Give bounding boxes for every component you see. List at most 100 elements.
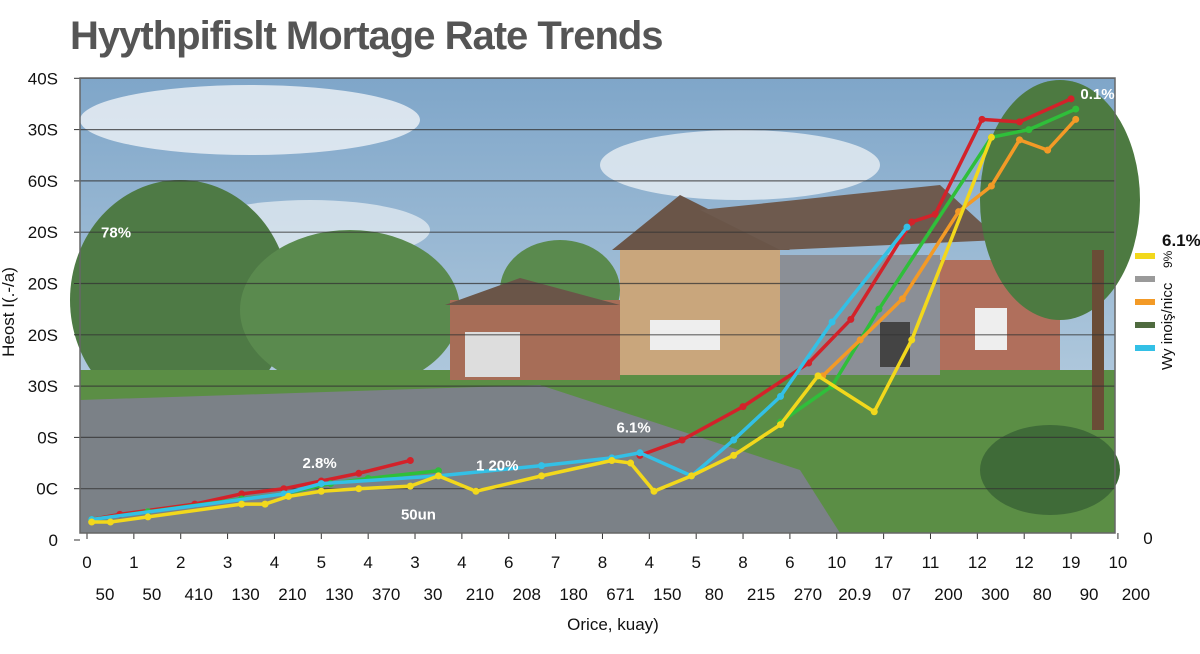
x-tick-label-secondary: 30 (424, 585, 443, 604)
x-tick-label: 11 (922, 553, 940, 572)
legend-swatch (1135, 322, 1155, 328)
x-tick-label: 12 (1015, 553, 1034, 572)
legend: 6.1% Wy inoiş/nicc 9% (1135, 231, 1200, 370)
data-point (828, 318, 836, 326)
y-tick-label: 40S (28, 69, 58, 88)
y-tick-label: 60S (28, 172, 58, 191)
y-tick-label: 20S (28, 275, 58, 294)
data-point (317, 487, 325, 495)
data-point (627, 459, 635, 467)
data-point (908, 218, 916, 226)
x-tick-label: 2 (176, 553, 185, 572)
data-point (472, 487, 480, 495)
y-tick-label: 30S (28, 377, 58, 396)
data-point (739, 403, 747, 411)
x-tick-label-secondary: 180 (559, 585, 587, 604)
right-axis-label: 0 (1143, 529, 1152, 548)
data-point (238, 490, 246, 498)
x-tick-label: 5 (317, 553, 326, 572)
series-line (778, 107, 1078, 424)
series-2 (819, 115, 1080, 380)
x-tick-label-secondary: 150 (653, 585, 681, 604)
y-tick-label: 20S (28, 223, 58, 242)
x-tick-label: 19 (1062, 553, 1081, 572)
legend-swatch (1135, 299, 1155, 305)
data-point (106, 518, 114, 526)
data-point (1025, 126, 1033, 134)
x-tick-label-secondary: 80 (705, 585, 724, 604)
data-point (687, 472, 695, 480)
data-point (406, 456, 414, 464)
y-axis-label: Heost I(.-/a) (0, 267, 18, 357)
series-line (89, 225, 909, 522)
data-point (434, 467, 442, 475)
x-tick-label-secondary: 200 (934, 585, 962, 604)
data-point (1044, 146, 1052, 154)
x-tick-label: 17 (874, 553, 893, 572)
y-tick-label: 30S (28, 121, 58, 140)
x-tick-label: 4 (270, 553, 279, 572)
data-point (636, 449, 644, 457)
annotation-label: 0.1% (1080, 86, 1114, 103)
data-point (875, 305, 883, 313)
data-point (144, 513, 152, 521)
x-tick-label-secondary: 130 (325, 585, 353, 604)
x-tick-label-secondary: 210 (466, 585, 494, 604)
x-tick-label: 3 (410, 553, 419, 572)
legend-swatch (1135, 276, 1155, 282)
x-tick-label-secondary: 20.9 (838, 585, 871, 604)
x-tick-label-secondary: 90 (1080, 585, 1099, 604)
legend-swatch (1135, 345, 1155, 351)
x-tick-label: 8 (598, 553, 607, 572)
x-tick-label: 10 (1108, 553, 1127, 572)
annotation-label: 78% (101, 224, 131, 241)
x-tick-label-secondary: 80 (1033, 585, 1052, 604)
data-point (317, 480, 325, 488)
x-tick-label: 12 (968, 553, 987, 572)
data-point (814, 372, 822, 380)
x-tick-label-secondary: 210 (278, 585, 306, 604)
data-point (406, 482, 414, 490)
y-tick-label: 0 (49, 531, 58, 550)
x-tick-label-secondary: 208 (513, 585, 541, 604)
x-tick-label: 1 (129, 553, 138, 572)
x-tick-label-secondary: 50 (96, 585, 115, 604)
x-tick-label: 4 (645, 553, 654, 572)
data-point (730, 436, 738, 444)
data-point (434, 472, 442, 480)
data-point (847, 315, 855, 323)
data-point (978, 115, 986, 123)
series-line (89, 135, 994, 524)
data-point (931, 210, 939, 218)
data-point (987, 133, 995, 141)
data-point (238, 500, 246, 508)
series-line (638, 97, 1073, 458)
data-point (284, 492, 292, 500)
x-tick-label: 6 (785, 553, 794, 572)
plot-frame (79, 77, 1116, 534)
data-point (1067, 95, 1075, 103)
data-point (1016, 118, 1024, 126)
legend-swatch (1135, 253, 1155, 259)
data-point (355, 485, 363, 493)
x-tick-label: 0 (82, 553, 91, 572)
x-tick-label-secondary: 270 (794, 585, 822, 604)
data-point (355, 469, 363, 477)
data-point (908, 336, 916, 344)
data-point (1072, 115, 1080, 123)
data-point (987, 182, 995, 190)
x-tick-label: 4 (457, 553, 466, 572)
x-tick-label-secondary: 130 (231, 585, 259, 604)
x-tick-label-secondary: 300 (981, 585, 1009, 604)
x-tick-label-secondary: 671 (606, 585, 634, 604)
x-tick-label: 4 (363, 553, 372, 572)
y-tick-label: 20S (28, 326, 58, 345)
data-point (678, 436, 686, 444)
annotation-label: 1 20% (476, 458, 519, 475)
annotation-label: 6.1% (617, 419, 651, 436)
data-point (608, 456, 616, 464)
data-point (777, 421, 785, 429)
annotation-label: 2.8% (303, 455, 337, 472)
legend-text: Wy inoiş/nicc (1159, 282, 1176, 370)
